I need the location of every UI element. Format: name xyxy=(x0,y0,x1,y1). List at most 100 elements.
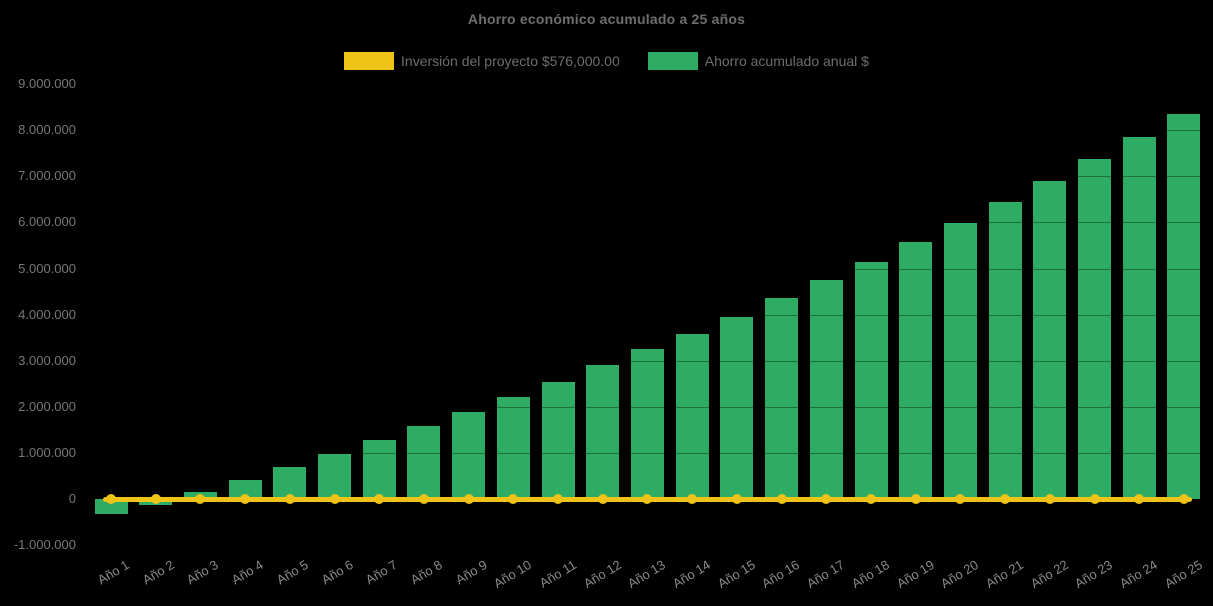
bar-año-20 xyxy=(943,222,977,499)
y-tick-label: 9.000.000 xyxy=(18,76,76,92)
inversion-marker-icon xyxy=(910,494,921,504)
inversion-marker-icon xyxy=(374,494,385,504)
legend: Inversión del proyecto $576,000.00 Ahorr… xyxy=(0,52,1213,70)
gridline xyxy=(88,545,1202,547)
legend-label-inversion: Inversión del proyecto $576,000.00 xyxy=(401,53,620,69)
x-tick-label: Año 19 xyxy=(893,557,937,592)
legend-item-inversion: Inversión del proyecto $576,000.00 xyxy=(344,52,620,70)
x-tick-label: Año 4 xyxy=(228,557,266,588)
gridline xyxy=(88,222,1202,224)
inversion-marker-icon xyxy=(150,494,161,504)
bar-año-18 xyxy=(854,261,888,499)
inversion-marker-icon xyxy=(821,494,832,504)
inversion-marker-icon xyxy=(955,494,966,504)
x-tick-label: Año 18 xyxy=(848,557,892,592)
bar-año-14 xyxy=(675,333,709,499)
x-tick-label: Año 1 xyxy=(94,557,132,588)
bar-año-8 xyxy=(407,426,441,499)
gridline xyxy=(88,314,1202,316)
gridline xyxy=(88,176,1202,178)
gridline xyxy=(88,84,1202,86)
inversion-marker-icon xyxy=(329,494,340,504)
y-tick-label: 0 xyxy=(68,491,76,506)
inversion-marker-icon xyxy=(1178,494,1189,504)
inversion-marker-icon xyxy=(240,494,251,504)
x-tick-label: Año 3 xyxy=(184,557,222,588)
x-tick-label: Año 14 xyxy=(669,557,713,592)
bar-año-15 xyxy=(720,316,754,499)
x-tick-label: Año 17 xyxy=(804,557,848,592)
gridline xyxy=(88,268,1202,270)
inversion-marker-icon xyxy=(866,494,877,504)
inversion-marker-icon xyxy=(463,494,474,504)
inversion-marker-icon xyxy=(195,494,206,504)
y-tick-label: 3.000.000 xyxy=(18,352,76,368)
inversion-marker-icon xyxy=(1134,494,1145,504)
inversion-marker-icon xyxy=(1000,494,1011,504)
bar-año-4 xyxy=(228,480,262,499)
y-tick-label: 5.000.000 xyxy=(18,260,76,276)
y-tick-label: 8.000.000 xyxy=(18,122,76,138)
bar-año-21 xyxy=(988,202,1022,499)
gridline xyxy=(88,452,1202,454)
legend-swatch-inversion-icon xyxy=(344,52,395,70)
bar-año-17 xyxy=(809,280,843,499)
bar-año-25 xyxy=(1167,114,1201,499)
y-tick-label: 4.000.000 xyxy=(18,306,76,322)
x-tick-label: Año 24 xyxy=(1116,557,1161,592)
x-tick-label: Año 6 xyxy=(318,557,356,588)
bar-año-10 xyxy=(496,397,530,499)
inversion-marker-icon xyxy=(106,494,116,504)
bar-año-11 xyxy=(541,381,575,499)
inversion-marker-icon xyxy=(284,494,295,504)
inversion-marker-icon xyxy=(642,494,653,504)
bar-año-24 xyxy=(1122,137,1156,499)
y-tick-label: 6.000.000 xyxy=(18,214,76,230)
x-tick-label: Año 10 xyxy=(491,557,535,592)
inversion-marker-icon xyxy=(553,494,564,504)
bar-año-22 xyxy=(1033,180,1067,499)
x-tick-label: Año 5 xyxy=(273,557,311,588)
gridline xyxy=(88,406,1202,408)
bar-año-5 xyxy=(273,467,307,499)
x-tick-label: Año 20 xyxy=(938,557,982,592)
x-tick-label: Año 15 xyxy=(714,557,758,592)
bar-año-12 xyxy=(586,364,620,499)
inversion-marker-icon xyxy=(731,494,742,504)
bar-año-9 xyxy=(452,411,486,499)
x-tick-label: Año 11 xyxy=(536,557,579,591)
inversion-marker-icon xyxy=(508,494,519,504)
inversion-marker-icon xyxy=(687,494,698,504)
legend-label-ahorro: Ahorro acumulado anual $ xyxy=(704,53,869,69)
bar-año-13 xyxy=(630,349,664,499)
bar-año-6 xyxy=(318,454,352,499)
x-tick-label: Año 25 xyxy=(1161,557,1205,592)
x-tick-label: Año 22 xyxy=(1027,557,1071,592)
legend-swatch-ahorro-icon xyxy=(647,52,698,70)
inversion-marker-icon xyxy=(418,494,429,504)
x-tick-label: Año 2 xyxy=(139,557,177,588)
chart-title: Ahorro económico acumulado a 25 años xyxy=(467,11,746,27)
x-tick-label: Año 16 xyxy=(759,557,803,592)
bar-año-23 xyxy=(1078,158,1112,499)
x-tick-label: Año 8 xyxy=(407,557,445,588)
bar-año-19 xyxy=(899,242,933,499)
gridline xyxy=(88,360,1202,362)
inversion-marker-icon xyxy=(776,494,787,504)
x-tick-label: Año 13 xyxy=(625,557,669,592)
bar-año-16 xyxy=(765,298,799,499)
inversion-marker-icon xyxy=(597,494,608,504)
y-tick-label: 7.000.000 xyxy=(18,168,76,184)
x-tick-label: Año 7 xyxy=(363,557,400,588)
legend-item-ahorro: Ahorro acumulado anual $ xyxy=(647,52,869,70)
inversion-marker-icon xyxy=(1044,494,1055,504)
bar-año-7 xyxy=(362,439,396,499)
gridline xyxy=(88,130,1202,132)
y-tick-label: 2.000.000 xyxy=(18,398,76,414)
bar-año-1 xyxy=(94,499,128,515)
x-tick-label: Año 12 xyxy=(580,557,624,592)
x-tick-label: Año 9 xyxy=(452,557,490,588)
y-tick-label: -1.000.000 xyxy=(13,537,76,553)
